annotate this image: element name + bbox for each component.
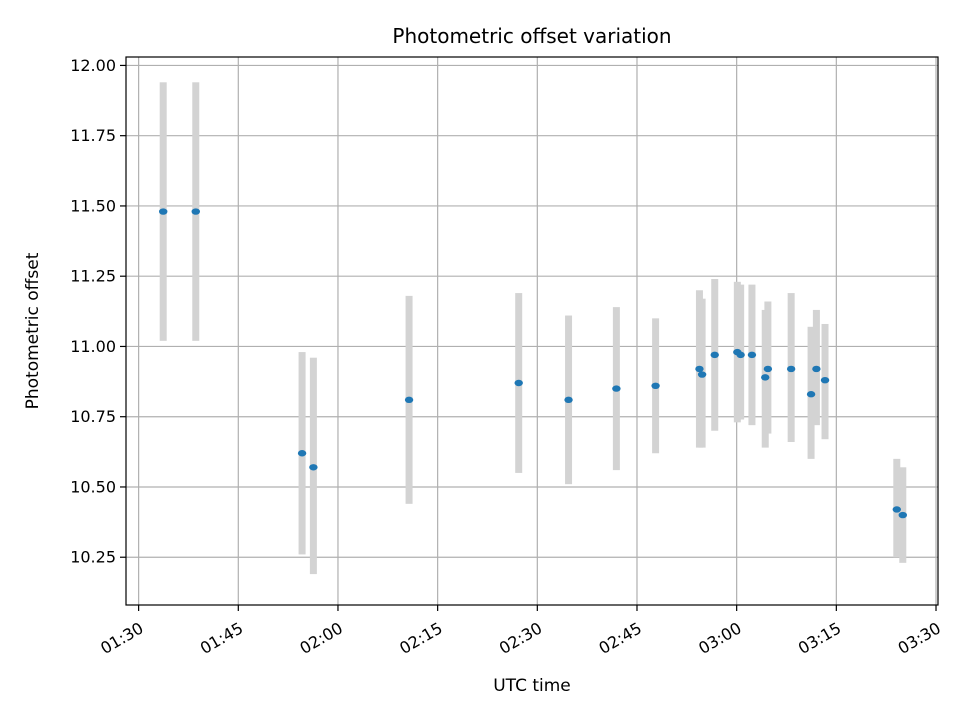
data-point [820, 376, 830, 384]
data-point [786, 365, 796, 373]
data-point [612, 385, 621, 392]
data-point [761, 374, 770, 381]
data-point [404, 396, 414, 404]
data-point [898, 511, 907, 519]
y-tick-label: 11.00 [70, 337, 116, 356]
y-tick-label: 10.50 [70, 477, 116, 496]
y-tick-label: 10.25 [70, 548, 116, 567]
data-point [697, 371, 707, 378]
data-point [695, 365, 704, 373]
y-tick-label: 11.75 [70, 126, 116, 145]
y-axis-ticks: 10.25 10.50 10.75 11.00 11.25 11.50 11.75 12.00 [70, 56, 126, 567]
data-point [191, 208, 200, 215]
data-point [651, 382, 660, 389]
data-point [747, 351, 757, 359]
data-point [892, 506, 902, 513]
y-tick-label: 11.25 [70, 267, 116, 286]
data-point [736, 351, 745, 359]
y-tick-label: 10.75 [70, 407, 116, 426]
data-point [309, 464, 318, 471]
grid-lines [126, 57, 938, 605]
data-points [159, 208, 907, 519]
data-point [297, 450, 307, 457]
data-point [806, 391, 816, 398]
data-point [514, 379, 523, 387]
data-point [763, 365, 773, 373]
x-axis-label: UTC time [493, 676, 571, 696]
y-tick-label: 11.50 [70, 196, 116, 215]
data-point [564, 396, 573, 404]
y-axis-label: Photometric offset [23, 252, 43, 409]
y-tick-label: 12.00 [70, 56, 116, 75]
data-point [159, 208, 168, 215]
plot-frame [125, 56, 939, 606]
data-point [710, 351, 719, 359]
chart-title: Photometric offset variation [392, 24, 671, 48]
data-point [812, 365, 821, 373]
